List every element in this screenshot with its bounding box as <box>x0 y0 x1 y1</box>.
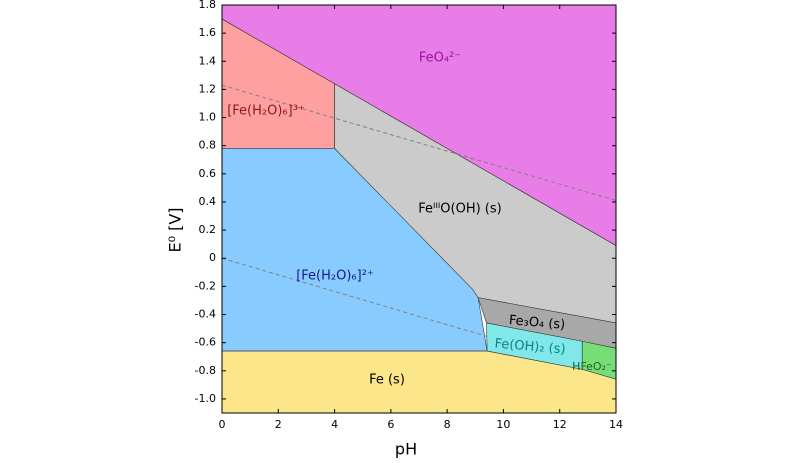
y-tick-label: 1.4 <box>199 54 217 67</box>
region-label: Fe(OH)₂ (s) <box>494 336 566 357</box>
y-tick-label: -0.8 <box>195 364 216 377</box>
region-label: [Fe(H₂O)₆]²⁺ <box>296 269 374 284</box>
y-tick-label: 1.2 <box>199 82 217 95</box>
x-tick-label: 12 <box>553 418 567 431</box>
x-tick-label: 14 <box>609 418 623 431</box>
x-tick-label: 0 <box>219 418 226 431</box>
region-label: HFeO₂⁻ <box>572 360 612 373</box>
y-tick-label: -0.2 <box>195 279 216 292</box>
y-tick-label: -0.6 <box>195 336 216 349</box>
region-label: [Fe(H₂O)₆]³⁺ <box>227 104 305 119</box>
region-label: Fe (s) <box>369 373 405 388</box>
region-label: FeᴵᴵᴵO(OH) (s) <box>418 202 501 217</box>
water-line <box>221 257 487 337</box>
y-tick-label: 1.6 <box>199 26 217 39</box>
x-tick-label: 10 <box>496 418 510 431</box>
y-tick-label: 0.2 <box>199 223 217 236</box>
y-tick-label: 0.4 <box>199 195 217 208</box>
y-axis-label: E⁰ [V] <box>166 207 185 252</box>
region-label: FeO₄²⁻ <box>419 51 461 66</box>
y-tick-label: 0.6 <box>199 167 217 180</box>
y-tick-label: 1.8 <box>199 0 217 11</box>
region-label: Fe₃O₄ (s) <box>508 313 566 333</box>
plot-frame <box>221 4 617 414</box>
y-tick-label: 1.0 <box>199 111 217 124</box>
x-tick-label: 4 <box>331 418 338 431</box>
water-line <box>221 84 617 202</box>
y-tick-label: 0.8 <box>199 139 217 152</box>
x-tick-label: 2 <box>275 418 282 431</box>
x-tick-label: 8 <box>444 418 451 431</box>
y-tick-label: -1.0 <box>195 392 216 405</box>
x-tick-label: 6 <box>387 418 394 431</box>
y-tick-label: -0.4 <box>195 308 216 321</box>
x-axis-label: pH <box>395 440 417 459</box>
y-tick-label: 0 <box>209 251 216 264</box>
